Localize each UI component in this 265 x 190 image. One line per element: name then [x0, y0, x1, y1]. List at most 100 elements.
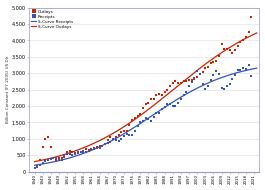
Point: [249, 16, 253, 19]
Point: [135, 125, 140, 128]
Point: [46, 136, 50, 139]
Point: [154, 93, 158, 96]
Point: [233, 73, 237, 76]
Point: [116, 140, 121, 143]
Point: [187, 85, 191, 88]
Point: [168, 103, 172, 106]
Point: [192, 77, 197, 80]
Point: [241, 67, 245, 70]
Point: [225, 84, 229, 87]
Point: [176, 82, 180, 85]
Point: [35, 165, 39, 169]
Point: [141, 120, 145, 123]
Point: [73, 153, 77, 156]
Point: [211, 73, 215, 76]
Point: [54, 156, 58, 159]
Point: [138, 112, 142, 115]
Point: [230, 78, 235, 81]
Point: [81, 151, 85, 154]
Point: [133, 129, 137, 132]
Point: [225, 47, 229, 50]
Point: [165, 103, 169, 106]
Point: [144, 103, 148, 106]
Point: [203, 87, 207, 90]
Point: [222, 47, 226, 50]
Point: [127, 134, 131, 137]
Point: [157, 111, 161, 114]
Point: [76, 151, 80, 154]
Point: [195, 76, 199, 79]
Point: [149, 98, 153, 101]
Point: [152, 98, 156, 101]
Point: [154, 112, 158, 115]
Point: [43, 137, 47, 140]
Point: [49, 146, 53, 149]
Point: [184, 90, 188, 93]
Point: [111, 138, 115, 141]
Point: [60, 158, 64, 161]
Point: [68, 149, 72, 152]
Point: [249, 75, 253, 78]
Point: [84, 148, 88, 151]
Point: [160, 93, 164, 96]
Point: [238, 40, 242, 44]
Point: [65, 150, 69, 153]
Point: [200, 82, 205, 85]
Point: [116, 134, 121, 137]
Point: [125, 129, 129, 132]
Point: [62, 155, 67, 158]
Point: [244, 36, 248, 39]
Point: [114, 136, 118, 139]
Point: [68, 152, 72, 155]
Point: [157, 92, 161, 95]
Point: [160, 108, 164, 111]
Point: [95, 146, 99, 149]
Point: [119, 137, 123, 140]
Point: [171, 82, 175, 85]
Point: [162, 105, 167, 108]
Point: [200, 70, 205, 73]
Point: [141, 106, 145, 109]
Point: [114, 138, 118, 141]
Point: [182, 94, 186, 97]
Point: [130, 119, 134, 122]
Point: [173, 80, 178, 83]
Point: [87, 149, 91, 152]
Point: [138, 121, 142, 124]
Point: [168, 85, 172, 88]
Point: [43, 159, 47, 162]
Point: [51, 157, 56, 160]
Point: [92, 148, 96, 151]
Point: [51, 156, 56, 159]
Point: [122, 134, 126, 137]
Point: [152, 115, 156, 118]
Point: [222, 87, 226, 90]
Point: [38, 158, 42, 161]
Point: [130, 133, 134, 136]
Point: [35, 165, 39, 168]
Point: [103, 142, 107, 146]
Point: [179, 82, 183, 85]
Point: [105, 142, 110, 145]
Point: [133, 117, 137, 120]
Point: [228, 82, 232, 85]
Point: [209, 62, 213, 65]
Point: [146, 118, 151, 121]
Point: [219, 87, 224, 90]
Point: [241, 39, 245, 42]
Point: [184, 80, 188, 83]
Point: [187, 79, 191, 82]
Point: [32, 166, 37, 169]
Point: [219, 42, 224, 45]
Point: [89, 148, 94, 151]
Point: [206, 65, 210, 68]
Point: [54, 158, 58, 161]
Point: [217, 72, 221, 75]
Point: [214, 70, 218, 73]
Point: [217, 55, 221, 58]
Point: [195, 70, 199, 73]
Point: [189, 79, 194, 82]
Y-axis label: Billion Constant (FY 2005) US Dlr: Billion Constant (FY 2005) US Dlr: [6, 56, 10, 123]
Point: [81, 150, 85, 153]
Point: [236, 68, 240, 71]
